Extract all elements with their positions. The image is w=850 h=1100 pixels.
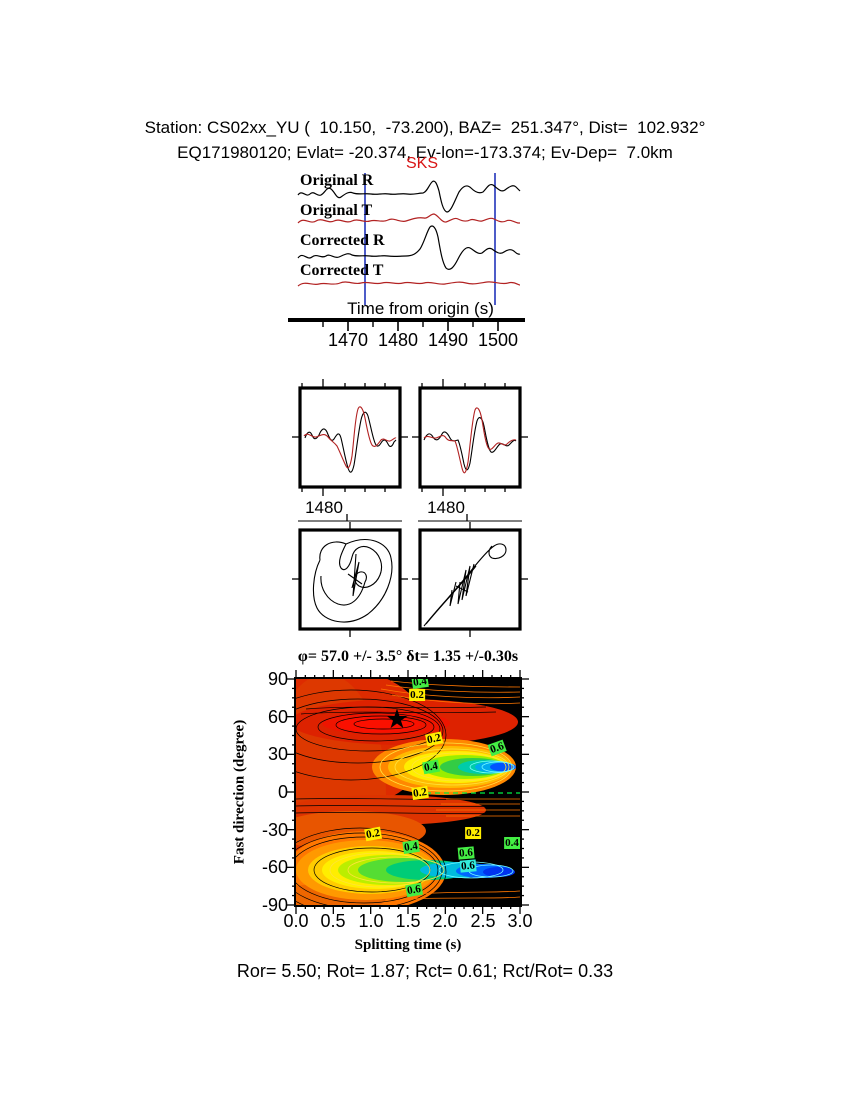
contour-value-label: 0.4 [422,759,440,775]
time-tick-1470: 1470 [327,330,369,350]
y-tick-m60: -60 [261,857,288,877]
particle-panel-ticks [292,522,528,637]
trace-original-t [297,213,520,224]
particle-motion-left-curve [312,539,393,623]
contour-value-label: 0.4 [504,837,520,849]
contour-label-layer: 0.4 0.2 0.2 0.6 0.4 0.2 0.2 0.2 0.4 0.4 0.6 0.6 0.6 [296,679,520,905]
y-axis-title: Fast direction (degree) [231,719,248,865]
compare-right-tick-label: 1480 [427,498,465,517]
x-tick-30: 3.0 [507,911,533,931]
best-fit-star-marker: ★ [384,703,410,734]
x-tick-05: 0.5 [320,911,346,931]
trace-label-corrected-t: Corrected T [300,262,384,279]
time-axis [288,318,525,331]
contour-fill-lower-basin [296,840,515,900]
y-tick-90: 90 [267,669,288,689]
contour-value-label: 0.2 [364,826,382,842]
x-tick-20: 2.0 [432,911,458,931]
trace-label-corrected-r: Corrected R [300,232,385,249]
seismogram-panel-svg [288,173,525,331]
energy-ratio-stats: Ror= 5.50; Rot= 1.87; Rct= 0.61; Rct/Rot… [236,961,614,981]
y-tick-30: 30 [267,744,288,764]
contour-value-label: 0.2 [409,689,425,701]
contour-value-label: 0.6 [459,859,477,873]
contour-value-label: 0.2 [465,827,481,839]
x-tick-15: 1.5 [395,911,421,931]
y-tick-0: 0 [277,782,288,802]
y-tick-60: 60 [267,707,288,727]
compare-left-tick-label: 1480 [305,498,343,517]
contour-value-label: 0.6 [405,882,423,898]
particle-motion-right-curve [423,543,507,627]
y-tick-m90: -90 [261,895,288,915]
splitting-result-title: φ= 57.0 +/- 3.5° δt= 1.35 +/-0.30s [297,648,519,665]
contour-value-label: 0.6 [487,739,507,757]
trace-label-original-t: Original T [300,202,373,219]
y-tick-m30: -30 [261,820,288,840]
time-tick-1490: 1490 [427,330,469,350]
trace-corrected-r [297,225,521,270]
trace-label-original-r: Original R [300,172,374,189]
compare-panel-ticks [292,379,528,522]
compare-left-black [304,411,397,473]
compare-right-red [423,407,517,474]
trace-original-r [297,180,521,213]
x-tick-25: 2.5 [470,911,496,931]
time-tick-1500: 1500 [477,330,519,350]
contour-value-label: 0.4 [402,839,420,855]
time-axis-title: Time from origin (s) [347,299,494,318]
time-tick-1480: 1480 [377,330,419,350]
particle-motion-left-frame [298,528,402,631]
contour-value-label: 0.4 [411,679,429,690]
x-tick-10: 1.0 [358,911,384,931]
error-surface-plot: 0.4 0.2 0.2 0.6 0.4 0.2 0.2 0.2 0.4 0.4 0.6 0.6 0.6 … [294,677,522,907]
contour-value-label: 0.2 [425,731,443,747]
zoom-panels-svg [292,379,528,637]
contour-field-svg [296,679,520,905]
event-header-line: EQ171980120; Evlat= -20.374, Ev-lon=-173… [177,143,673,162]
phase-label-sks: SKS [406,155,439,172]
trace-corrected-t [297,281,521,287]
contour-value-label: 0.2 [411,785,429,801]
contour-lines [296,680,520,905]
contour-value-label: 0.6 [457,846,475,860]
compare-right-black [423,417,517,471]
x-axis-title: Splitting time (s) [354,937,462,953]
waveform-compare-right-frame [418,386,522,489]
x-tick-00: 0.0 [283,911,309,931]
compare-left-red [303,406,397,469]
station-header-line: Station: CS02xx_YU ( 10.150, -73.200), B… [144,118,706,137]
